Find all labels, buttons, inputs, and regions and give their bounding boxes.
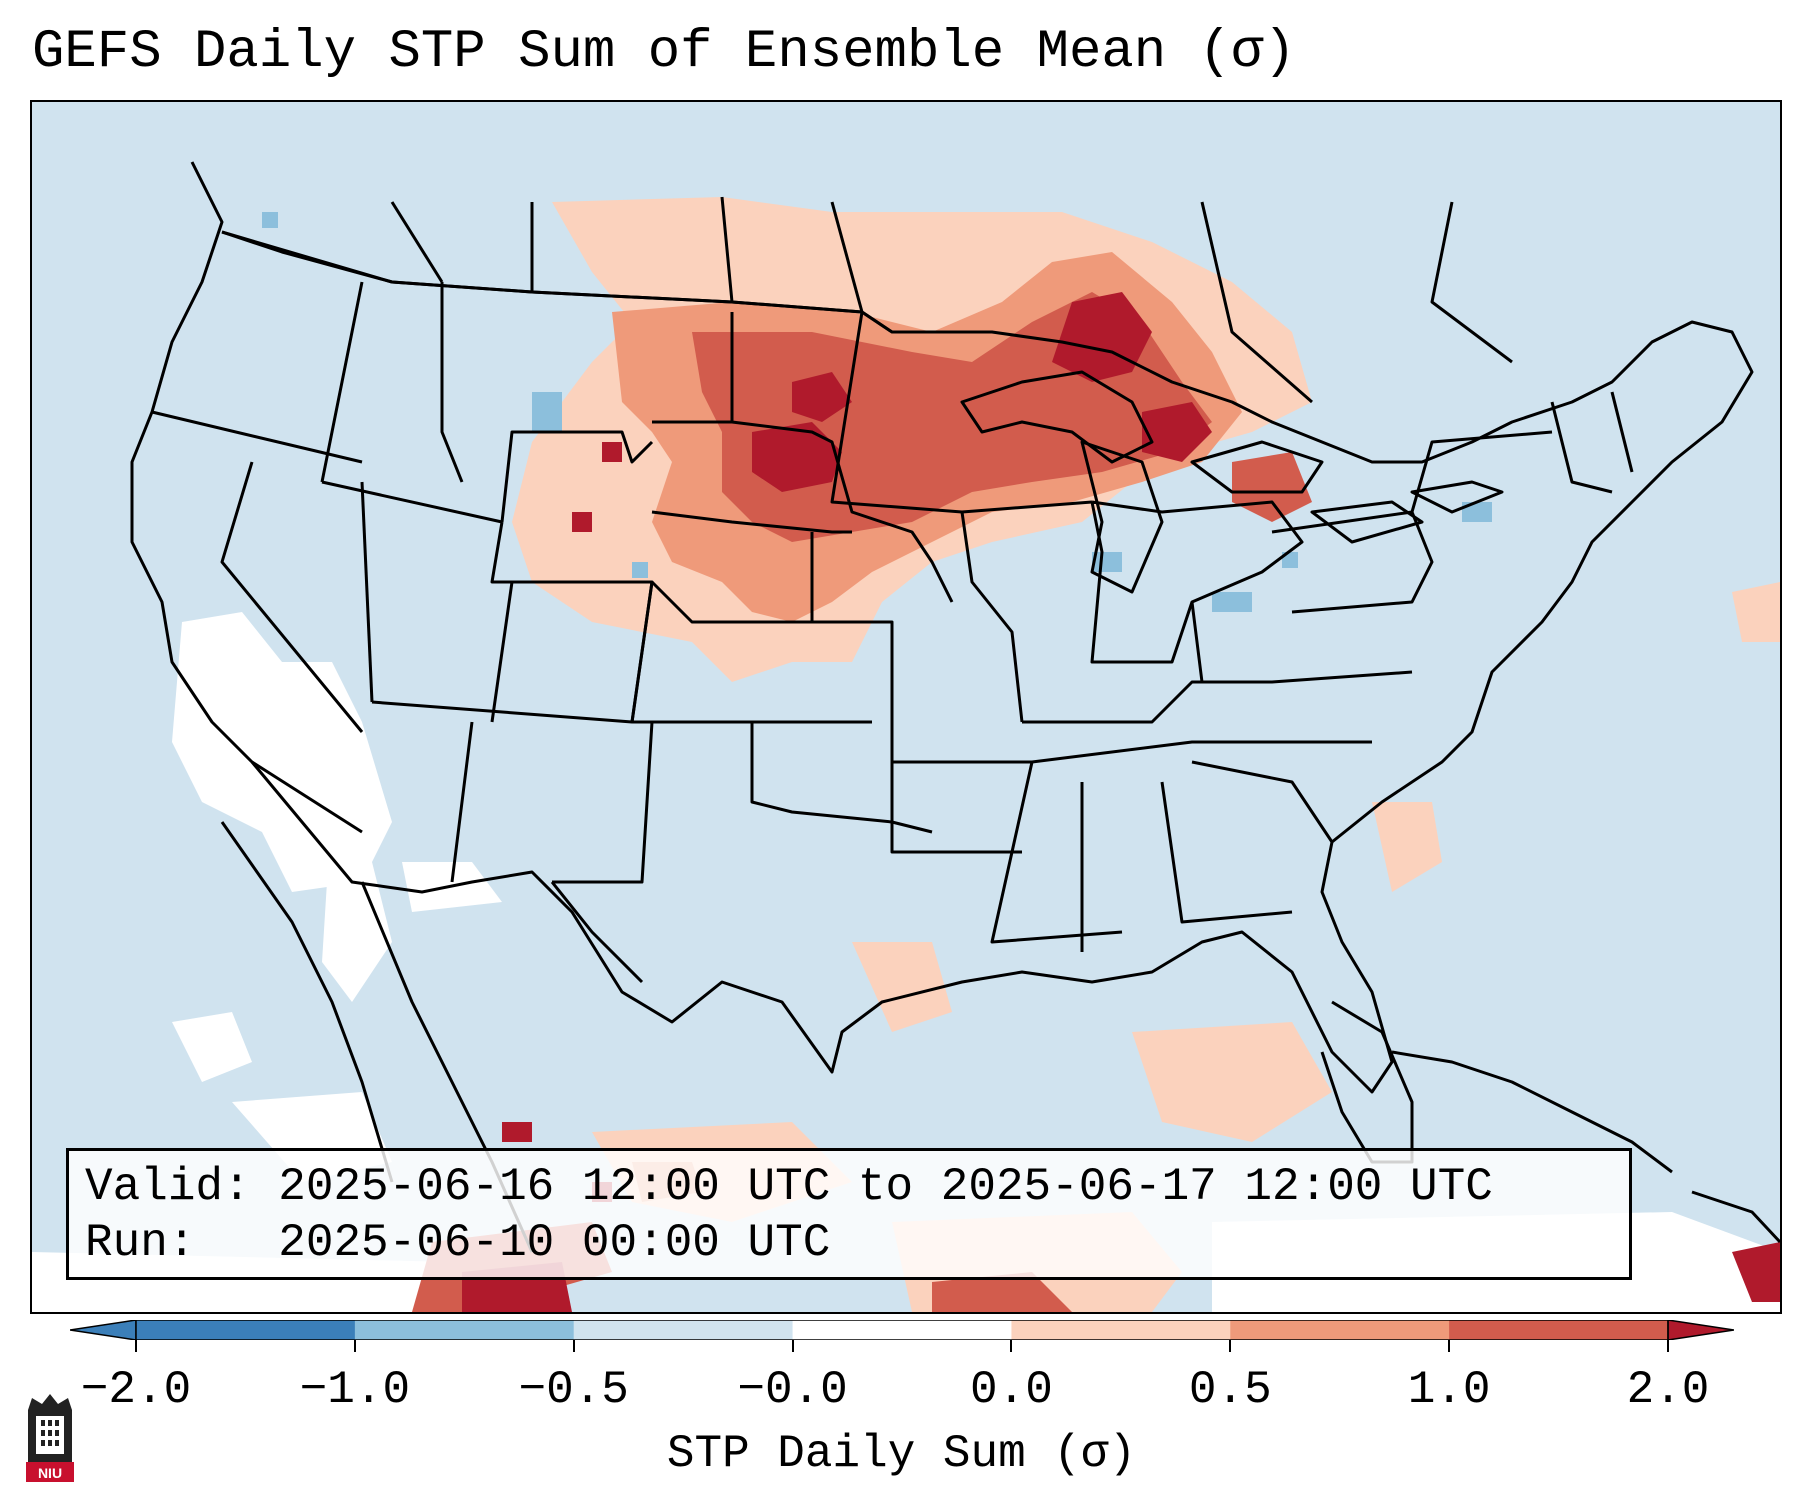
colorbar-tick-mark <box>572 1340 575 1352</box>
colorbar-tick-mark <box>135 1340 137 1352</box>
colorbar-tick-label: −0.5 <box>518 1364 629 1416</box>
colorbar-label: STP Daily Sum (σ) <box>666 1428 1137 1480</box>
valid-line: Valid: 2025-06-16 12:00 UTC to 2025-06-1… <box>85 1161 1493 1213</box>
colorbar-tick-mark <box>1229 1340 1232 1352</box>
colorbar-tick-mark <box>1010 1340 1013 1352</box>
colorbar-tick-mark <box>1448 1340 1451 1352</box>
plot-title: GEFS Daily STP Sum of Ensemble Mean (σ) <box>32 22 1296 83</box>
map-panel <box>30 100 1782 1314</box>
colorbar-tick-label: −2.0 <box>80 1364 192 1416</box>
colorbar-tick-label: 0.5 <box>1188 1364 1272 1416</box>
colorbar-bin <box>1449 1320 1669 1340</box>
colorbar-bin <box>354 1320 575 1340</box>
valid-time-box: Valid: 2025-06-16 12:00 UTC to 2025-06-1… <box>66 1148 1632 1280</box>
colorbar-bin <box>792 1320 1012 1340</box>
colorbar-segments <box>70 1320 1734 1340</box>
colorbar-extend-high <box>1667 1320 1734 1340</box>
niu-logo: NIU <box>22 1392 78 1484</box>
colorbar-extend-low <box>70 1320 137 1340</box>
colorbar-border <box>135 1320 1669 1340</box>
colorbar-tick-label: 0.0 <box>970 1364 1053 1416</box>
colorbar-tick-mark <box>1667 1340 1669 1352</box>
colorbar-bin <box>573 1320 794 1340</box>
colorbar-bin <box>1011 1320 1231 1340</box>
colorbar-tick-mark <box>791 1340 794 1352</box>
colorbar-tick-label: 1.0 <box>1407 1364 1491 1416</box>
negative-specks <box>262 212 1492 612</box>
borders <box>130 161 1780 1253</box>
map-svg <box>32 161 1780 1312</box>
colorbar-tick-label: −0.0 <box>737 1364 848 1416</box>
colorbar-tick-label: −1.0 <box>299 1364 411 1416</box>
run-line: Run: 2025-06-10 00:00 UTC <box>85 1217 831 1269</box>
colorbar-tick-mark <box>353 1340 356 1352</box>
svg-text:NIU: NIU <box>38 1465 62 1481</box>
colorbar-tick-label: 2.0 <box>1626 1364 1710 1416</box>
colorbar-bin <box>136 1320 356 1340</box>
colorbar-bin <box>1230 1320 1450 1340</box>
colorbar <box>70 1320 1734 1340</box>
